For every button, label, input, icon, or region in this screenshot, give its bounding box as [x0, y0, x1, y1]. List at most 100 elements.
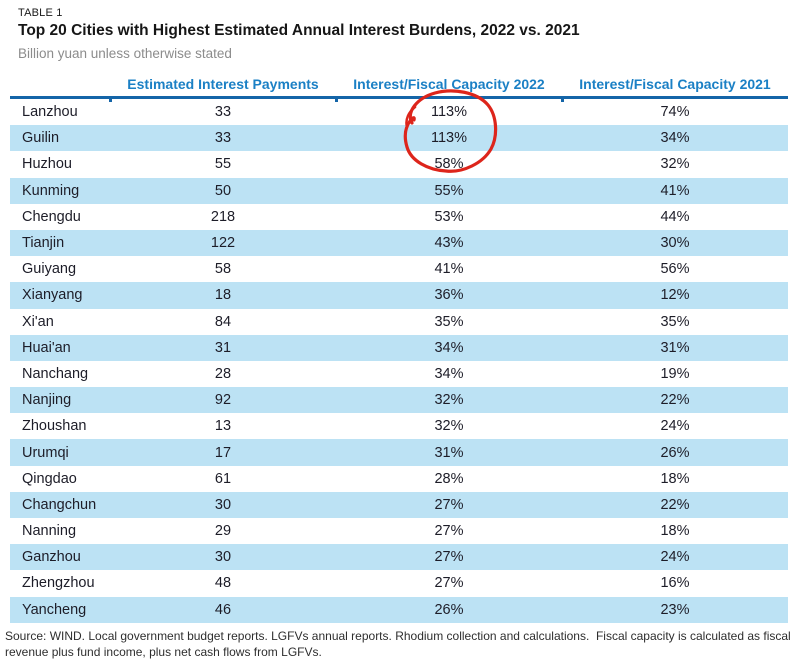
capacity-2022-cell: 41% [434, 261, 464, 278]
table-row: Nanning 29 27% 18% [10, 518, 788, 544]
capacity-2022-cell: 27% [434, 496, 464, 513]
capacity-2021-cell: 41% [660, 182, 690, 199]
capacity-2022-cell: 53% [434, 208, 464, 225]
page-title: Top 20 Cities with Highest Estimated Ann… [18, 22, 580, 39]
table-row: Yancheng 46 26% 23% [10, 596, 788, 623]
capacity-2022-cell: 27% [434, 549, 464, 566]
table-row: Kunming 50 55% 41% [10, 177, 788, 204]
table-row: Chengdu 218 53% 44% [10, 204, 788, 230]
interest-payments-cell: 33 [214, 104, 232, 121]
table-row: Tianjin 122 43% 30% [10, 229, 788, 257]
capacity-2022-cell: 26% [434, 601, 464, 618]
source-line-1: Source: WIND. Local government budget re… [5, 629, 791, 643]
city-cell: Nanchang [22, 365, 89, 382]
unit-note: Billion yuan unless otherwise stated [18, 46, 232, 61]
city-cell: Qingdao [22, 470, 77, 487]
capacity-2022-cell: 27% [434, 575, 464, 592]
table-row: Zhoushan 13 32% 24% [10, 413, 788, 439]
interest-payments-cell: 28 [214, 365, 232, 382]
source-note: Source: WIND. Local government budget re… [5, 629, 797, 661]
city-cell: Changchun [22, 496, 97, 513]
table-row: Guilin 33 113% 34% [10, 125, 788, 152]
capacity-2021-cell: 22% [660, 496, 690, 513]
capacity-2021-cell: 24% [660, 418, 690, 435]
city-cell: Xi'an [22, 313, 54, 330]
capacity-2021-cell: 74% [660, 104, 690, 121]
city-cell: Nanning [22, 523, 77, 540]
interest-payments-cell: 55 [214, 156, 232, 173]
capacity-2021-cell: 22% [660, 392, 690, 409]
capacity-2022-cell: 58% [434, 156, 464, 173]
header-rule [10, 96, 788, 102]
interest-payments-cell: 46 [214, 601, 232, 618]
table-number-label: TABLE 1 [18, 7, 63, 19]
capacity-2022-cell: 35% [434, 313, 464, 330]
capacity-2021-cell: 16% [660, 575, 690, 592]
column-divider-tick [109, 96, 112, 102]
interest-payments-cell: 29 [214, 523, 232, 540]
capacity-2022-cell: 31% [434, 444, 464, 461]
capacity-2022-cell: 28% [434, 470, 464, 487]
table-row: Guiyang 58 41% 56% [10, 256, 788, 282]
city-cell: Guiyang [22, 261, 77, 278]
capacity-2022-cell: 113% [430, 104, 467, 121]
column-divider-tick [561, 96, 564, 102]
capacity-2021-cell: 18% [660, 523, 690, 540]
city-cell: Chengdu [22, 208, 81, 225]
column-header-interest-payments: Estimated Interest Payments [127, 76, 319, 92]
table-row: Changchun 30 27% 22% [10, 491, 788, 518]
interest-payments-cell: 92 [214, 392, 232, 409]
interest-payments-cell: 50 [214, 182, 232, 199]
city-cell: Nanjing [22, 392, 72, 409]
interest-payments-cell: 18 [214, 287, 232, 304]
table-row: Huai'an 31 34% 31% [10, 334, 788, 361]
interest-payments-cell: 84 [214, 313, 232, 330]
interest-payments-cell: 218 [210, 208, 236, 225]
interest-payments-cell: 58 [214, 261, 232, 278]
capacity-2021-cell: 18% [660, 470, 690, 487]
table-row: Qingdao 61 28% 18% [10, 466, 788, 492]
table-row: Nanchang 28 34% 19% [10, 361, 788, 387]
city-cell: Xianyang [22, 287, 83, 304]
city-cell: Huzhou [22, 156, 72, 173]
capacity-2021-cell: 56% [660, 261, 690, 278]
table-row: Huzhou 55 58% 32% [10, 151, 788, 177]
capacity-2022-cell: 27% [434, 523, 464, 540]
interest-payments-cell: 31 [214, 339, 232, 356]
city-cell: Zhoushan [22, 418, 87, 435]
table-body: Lanzhou 33 113% 74% Guilin 33 113% 34% H… [10, 99, 788, 623]
interest-payments-cell: 48 [214, 575, 232, 592]
capacity-2022-cell: 36% [434, 287, 464, 304]
interest-payments-cell: 61 [214, 470, 232, 487]
column-header-city [10, 74, 110, 94]
interest-payments-cell: 13 [214, 418, 232, 435]
city-cell: Huai'an [22, 339, 71, 356]
capacity-2021-cell: 35% [660, 313, 690, 330]
capacity-2021-cell: 44% [660, 208, 690, 225]
city-cell: Tianjin [22, 235, 65, 252]
capacity-2021-cell: 24% [660, 549, 690, 566]
city-cell: Ganzhou [22, 549, 81, 566]
interest-payments-cell: 33 [214, 130, 232, 147]
table-row: Ganzhou 30 27% 24% [10, 544, 788, 571]
capacity-2021-cell: 34% [660, 130, 690, 147]
capacity-2022-cell: 55% [434, 182, 464, 199]
interest-payments-cell: 30 [214, 549, 232, 566]
table-row: Nanjing 92 32% 22% [10, 387, 788, 414]
capacity-2022-cell: 34% [434, 339, 464, 356]
city-cell: Kunming [22, 182, 80, 199]
table-row: Zhengzhou 48 27% 16% [10, 570, 788, 596]
table-row: Xianyang 18 36% 12% [10, 282, 788, 309]
capacity-2021-cell: 19% [660, 365, 690, 382]
city-cell: Urumqi [22, 444, 69, 461]
city-cell: Zhengzhou [22, 575, 95, 592]
table-row: Urumqi 17 31% 26% [10, 439, 788, 466]
city-cell: Lanzhou [22, 104, 78, 121]
column-divider-tick [335, 96, 338, 102]
table-column-headers: Estimated Interest Payments Interest/Fis… [10, 74, 788, 94]
table-row: Lanzhou 33 113% 74% [10, 99, 788, 125]
capacity-2021-cell: 26% [660, 444, 690, 461]
interest-payments-cell: 17 [214, 444, 232, 461]
capacity-2022-cell: 32% [434, 392, 464, 409]
